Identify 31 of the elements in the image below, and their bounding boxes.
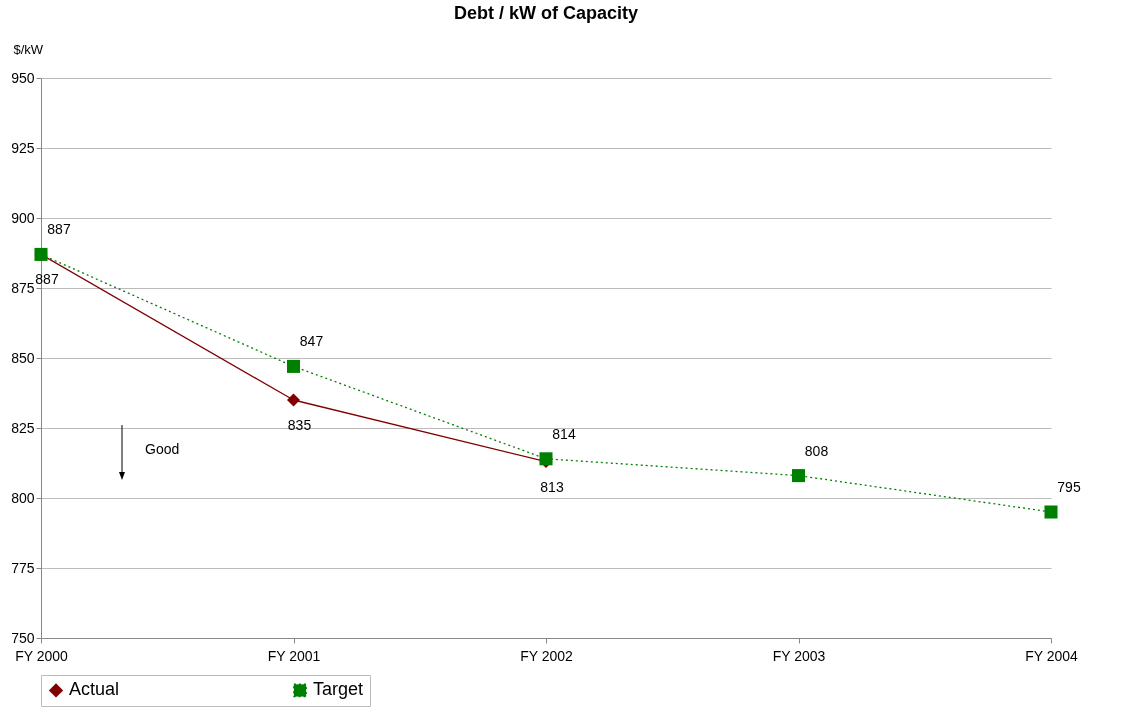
y-tick-label: 775 — [11, 559, 35, 576]
data-label: 795 — [1057, 479, 1081, 495]
x-tick-label: FY 2003 — [772, 647, 826, 664]
data-label: 813 — [540, 478, 564, 495]
x-tick-label: FY 2001 — [267, 647, 321, 664]
point — [286, 359, 301, 373]
y-tick-label: 900 — [11, 209, 35, 226]
y-tick-label: 800 — [11, 489, 35, 506]
annotation: Good — [145, 441, 180, 457]
data-label: 887 — [35, 271, 59, 288]
y-tick-label: 750 — [11, 629, 35, 646]
y-tick-label: 850 — [11, 349, 35, 366]
y-axis-title: $/kW — [13, 41, 44, 57]
y-tick-label: 925 — [11, 139, 35, 156]
y-tick-label: 875 — [11, 279, 35, 296]
y-tick-label: 950 — [11, 69, 35, 86]
data-label: 814 — [552, 425, 576, 442]
y-tick-label: 825 — [11, 419, 35, 436]
legend-label: Target — [313, 679, 364, 700]
point — [1044, 505, 1058, 519]
point — [286, 393, 301, 407]
chart-title: Debt / kW of Capacity — [453, 3, 639, 23]
x-tick-label: FY 2004 — [1025, 647, 1079, 664]
legend-label: Actual — [69, 679, 120, 700]
data-label: 808 — [804, 442, 829, 459]
point — [791, 469, 806, 483]
data-label: 847 — [299, 333, 324, 350]
data-label: 887 — [47, 221, 71, 238]
data-label: 835 — [287, 417, 312, 433]
x-tick-label: FY 2002 — [520, 647, 574, 664]
x-tick-label: FY 2000 — [15, 647, 69, 664]
